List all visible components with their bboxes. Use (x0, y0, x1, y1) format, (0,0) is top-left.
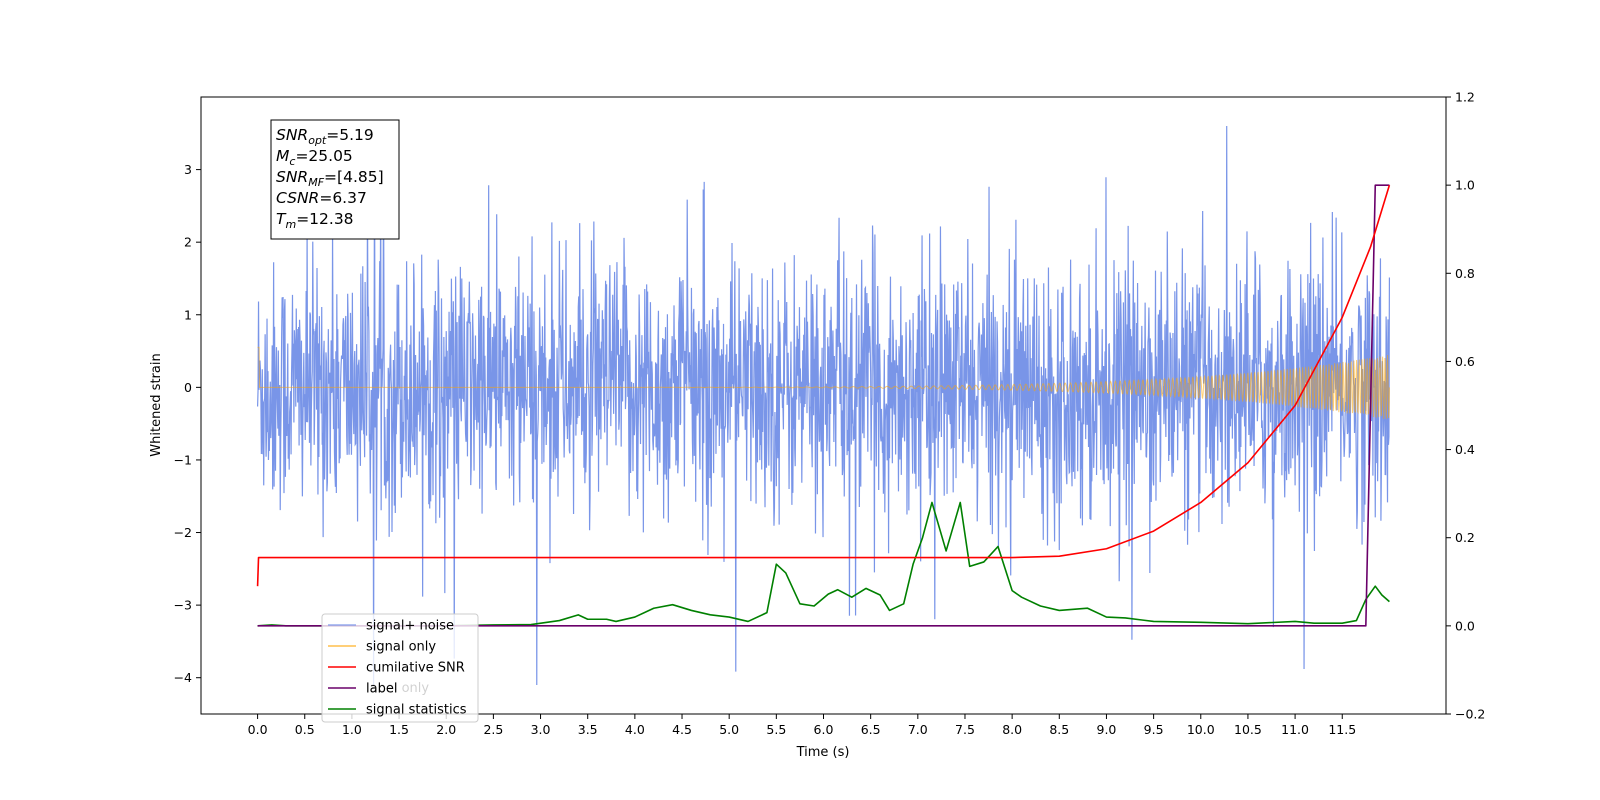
x-tick-label: 3.0 (531, 722, 551, 737)
x-axis: 0.0 0.5 1.0 1.5 2.0 2.5 3.0 3.5 4.0 4.5 5.0 5.5 6.0 6… (248, 714, 1356, 737)
legend: label only signal+ noise signal only cumila… (321, 613, 479, 723)
x-tick-label: 5.0 (719, 722, 739, 737)
y-tick-label: 2 (184, 235, 192, 250)
x-tick-label: 2.5 (483, 722, 503, 737)
annotation-frame (270, 119, 400, 240)
annotation-line: SNRopt=5.19 (276, 126, 374, 147)
x-tick-label: 10.5 (1234, 722, 1262, 737)
x-tick-label: 3.5 (578, 722, 598, 737)
x-tick-label: 6.5 (861, 722, 881, 737)
series-cumilative-snr (256, 184, 1391, 587)
x-tick-label: 0.5 (295, 722, 315, 737)
x-tick-label: 7.0 (908, 722, 928, 737)
x-tick-label: 5.5 (766, 722, 786, 737)
annotation-line: Mc=25.05 (276, 147, 353, 168)
x-tick-label: 1.0 (342, 722, 362, 737)
annotation-line: CSNR=6.37 (276, 189, 367, 207)
y2-tick-label: 0.2 (1455, 530, 1475, 545)
y-tick-label: 1 (184, 307, 192, 322)
y-tick-label: 3 (184, 162, 192, 177)
series-label (257, 184, 1390, 627)
y2-tick-label: 1.0 (1455, 178, 1475, 193)
series-signal-noise (256, 126, 1391, 685)
annotation-box: SNRopt=5.19Mc=25.05SNRMF=[4.85]CSNR=6.37… (270, 119, 400, 240)
x-tick-label: 8.0 (1002, 722, 1022, 737)
y-tick-label: −2 (174, 525, 192, 540)
y-tick-label: −3 (174, 598, 192, 613)
series-signal-statistics (257, 501, 1390, 627)
x-tick-label: 8.5 (1049, 722, 1069, 737)
x-tick-label: 4.5 (672, 722, 692, 737)
x-tick-label: 9.0 (1097, 722, 1117, 737)
x-tick-label: 0.0 (248, 722, 268, 737)
x-tick-label: 11.5 (1328, 722, 1356, 737)
legend-ghost-text: label only (366, 681, 429, 696)
y-tick-label: −4 (174, 670, 192, 685)
x-tick-label: 2.0 (436, 722, 456, 737)
annotation-line: SNRMF=[4.85] (276, 168, 384, 189)
x-tick-label: 11.0 (1281, 722, 1309, 737)
x-tick-label: 1.5 (389, 722, 409, 737)
annotation-line: Tm=12.38 (276, 210, 354, 231)
y-axis-left: 3 2 1 0 −1 −2 −3 −4 (174, 162, 201, 685)
legend-entry-label: label (366, 682, 397, 697)
legend-entry-label: signal+ noise (366, 619, 454, 634)
y-tick-label: −1 (174, 452, 192, 467)
x-tick-label: 9.5 (1144, 722, 1164, 737)
series-layer (256, 126, 1391, 685)
y2-tick-label: 0.6 (1455, 354, 1475, 369)
series-signal-only (257, 346, 1390, 419)
y2-tick-label: 0.8 (1455, 266, 1475, 281)
x-tick-label: 7.5 (955, 722, 975, 737)
x-tick-label: 6.0 (814, 722, 834, 737)
y2-tick-label: 0.4 (1455, 442, 1475, 457)
x-tick-label: 10.0 (1187, 722, 1215, 737)
legend-entry-label: signal statistics (366, 703, 467, 718)
y-tick-label: 0 (184, 380, 192, 395)
y2-tick-label: 0.0 (1455, 618, 1475, 633)
legend-frame (321, 613, 479, 723)
x-tick-label: 4.0 (625, 722, 645, 737)
y-axis-label: Whitened strain (149, 353, 164, 456)
y2-tick-label: −0.2 (1455, 707, 1485, 722)
legend-entry-label: cumilative SNR (366, 661, 465, 676)
x-axis-label: Time (s) (796, 745, 850, 760)
y2-tick-label: 1.2 (1455, 90, 1475, 105)
y-axis-right: 1.2 1.0 0.8 0.6 0.4 0.2 0.0 −0.2 (1446, 90, 1485, 722)
legend-entry-label: signal only (366, 640, 436, 655)
